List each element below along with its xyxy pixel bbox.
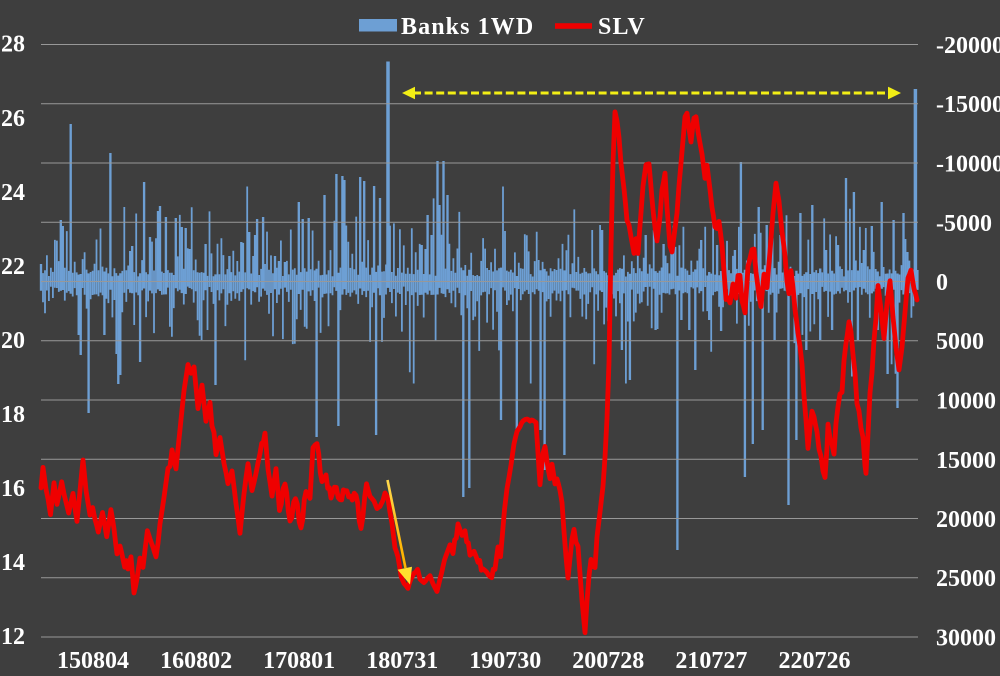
svg-text:20: 20 xyxy=(1,328,25,354)
svg-text:170801: 170801 xyxy=(263,648,335,674)
svg-text:0: 0 xyxy=(936,270,948,296)
svg-text:15000: 15000 xyxy=(936,448,996,474)
svg-text:26: 26 xyxy=(1,106,25,132)
svg-text:200728: 200728 xyxy=(572,648,644,674)
svg-text:24: 24 xyxy=(1,180,25,206)
svg-text:220726: 220726 xyxy=(779,648,851,674)
svg-text:210727: 210727 xyxy=(675,648,747,674)
svg-text:18: 18 xyxy=(1,402,25,428)
svg-text:-20000: -20000 xyxy=(936,33,1000,59)
svg-text:-15000: -15000 xyxy=(936,92,1000,118)
svg-text:SLV: SLV xyxy=(598,14,646,40)
svg-text:-5000: -5000 xyxy=(936,211,992,237)
svg-text:30000: 30000 xyxy=(936,626,996,652)
svg-text:20000: 20000 xyxy=(936,507,996,533)
svg-text:14: 14 xyxy=(1,550,25,576)
svg-text:160802: 160802 xyxy=(160,648,232,674)
svg-text:180731: 180731 xyxy=(366,648,438,674)
svg-text:190730: 190730 xyxy=(469,648,541,674)
svg-text:5000: 5000 xyxy=(936,329,984,355)
svg-text:28: 28 xyxy=(1,32,25,58)
svg-text:16: 16 xyxy=(1,476,25,502)
svg-text:12: 12 xyxy=(1,624,25,650)
svg-text:25000: 25000 xyxy=(936,566,996,592)
svg-text:150804: 150804 xyxy=(57,648,129,674)
svg-text:10000: 10000 xyxy=(936,389,996,415)
svg-text:-10000: -10000 xyxy=(936,152,1000,178)
svg-text:22: 22 xyxy=(1,254,25,280)
svg-text:Banks 1WD: Banks 1WD xyxy=(401,14,534,40)
